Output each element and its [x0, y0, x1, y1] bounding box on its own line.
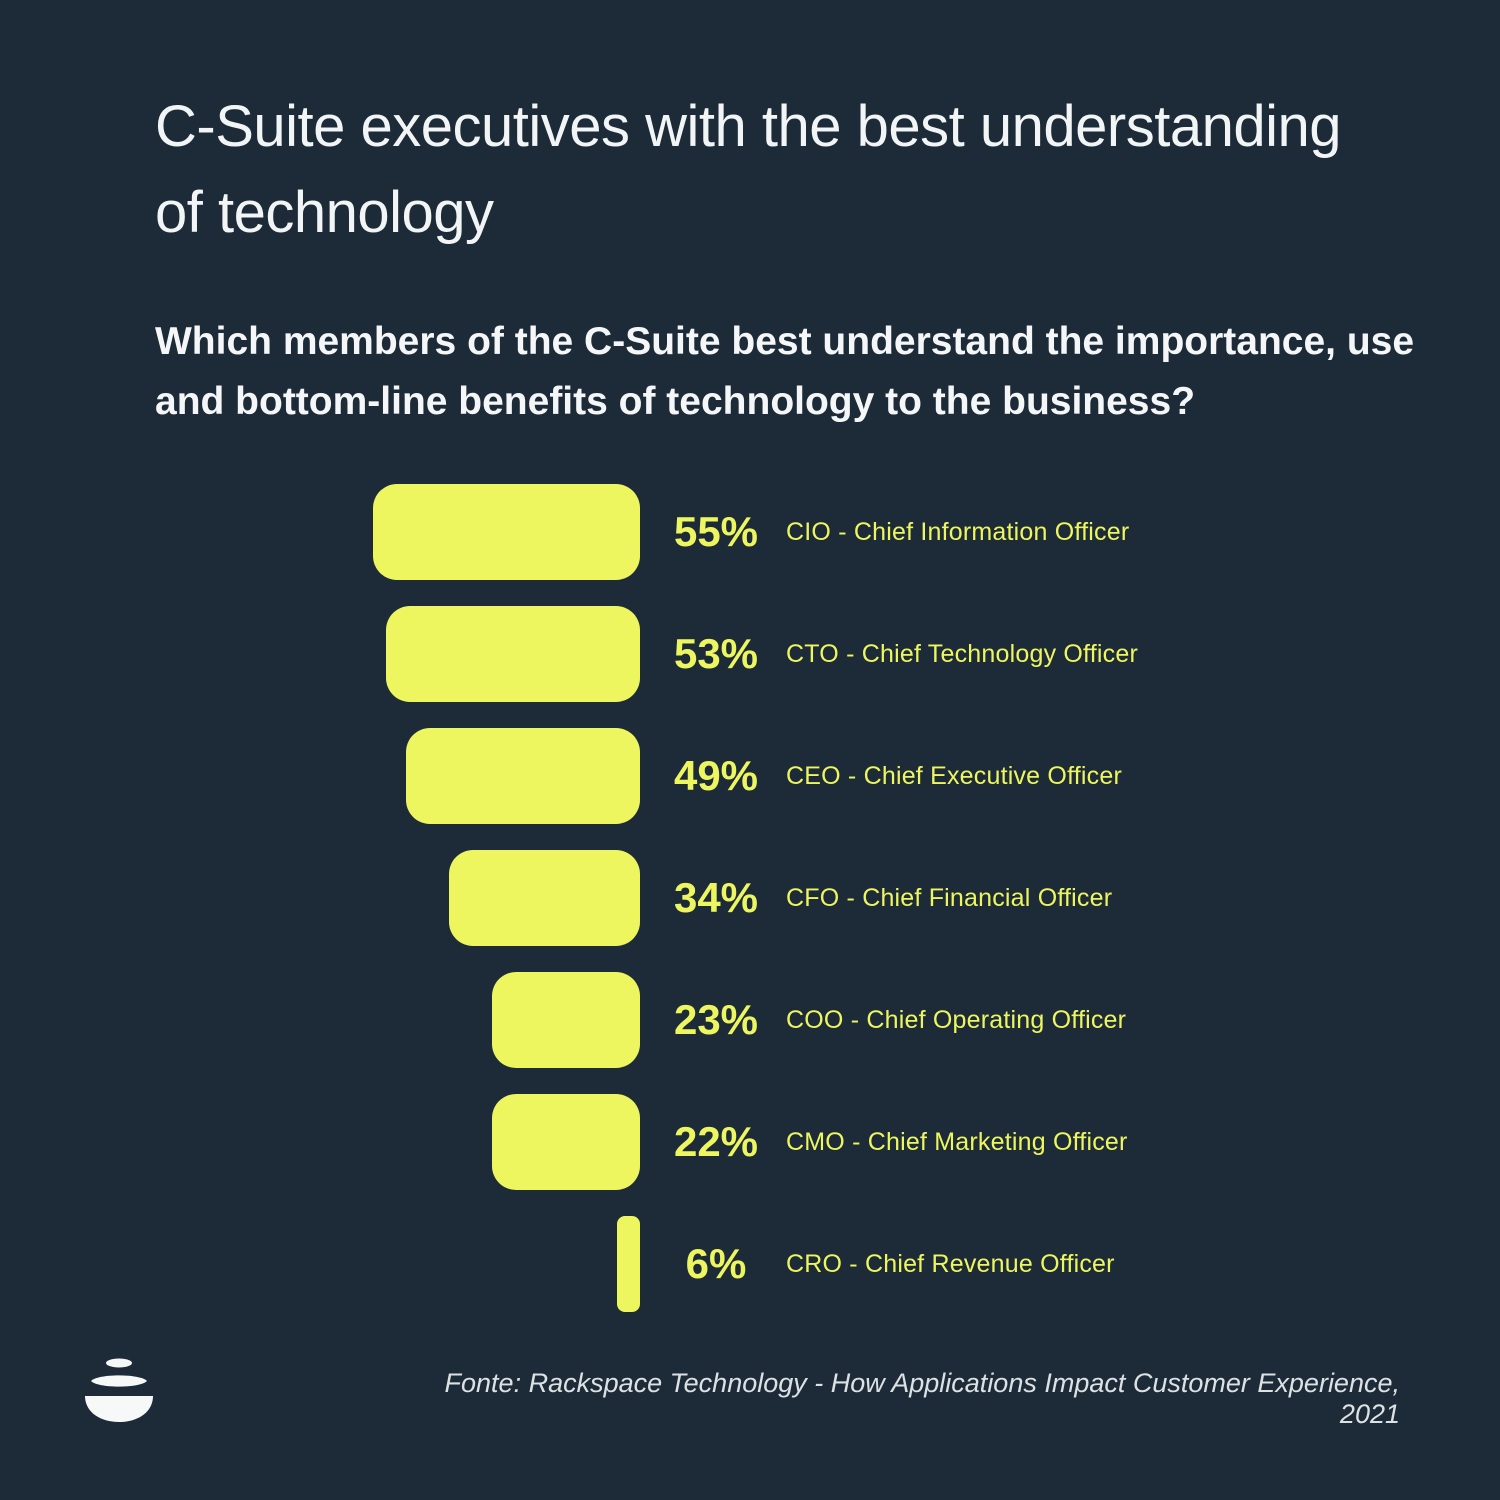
chart-row-5: 23% COO - Chief Operating Officer	[0, 972, 1500, 1068]
stacked-stones-logo	[85, 1358, 153, 1422]
bar-label: CTO - Chief Technology Officer	[786, 639, 1138, 668]
bar-label: COO - Chief Operating Officer	[786, 1005, 1127, 1034]
bar	[492, 972, 640, 1068]
page-title-line-2: of technology	[155, 180, 494, 245]
chart-question-line-2: and bottom-line benefits of technology t…	[155, 380, 1196, 423]
chart-row-7: 6% CRO - Chief Revenue Officer	[0, 1216, 1500, 1312]
logo-top-stone	[106, 1358, 132, 1368]
bar	[492, 1094, 640, 1190]
page-title: C-Suite executives with the best underst…	[155, 84, 1342, 256]
chart-row-1: 55% CIO - Chief Information Officer	[0, 484, 1500, 580]
bar-value: 49%	[673, 752, 759, 799]
page-title-line-1: C-Suite executives with the best underst…	[155, 94, 1342, 159]
chart-question: Which members of the C-Suite best unders…	[155, 312, 1414, 432]
bar-label: CFO - Chief Financial Officer	[786, 883, 1113, 912]
bar-value: 34%	[673, 874, 759, 921]
logo-middle-stone	[91, 1375, 147, 1387]
bar-value: 23%	[673, 996, 759, 1043]
logo-bottom-stone	[85, 1396, 153, 1422]
bar	[386, 606, 640, 702]
source-attribution: Fonte: Rackspace Technology - How Applic…	[444, 1368, 1400, 1429]
chart-row-4: 34% CFO - Chief Financial Officer	[0, 850, 1500, 946]
bar-label: CMO - Chief Marketing Officer	[786, 1127, 1128, 1156]
bar-value: 53%	[673, 630, 759, 677]
bar	[406, 728, 640, 824]
bar-value: 55%	[673, 508, 759, 555]
bar	[449, 850, 640, 946]
chart-question-line-1: Which members of the C-Suite best unders…	[155, 320, 1415, 363]
bar-label: CIO - Chief Information Officer	[786, 517, 1130, 546]
chart-row-3: 49% CEO - Chief Executive Officer	[0, 728, 1500, 824]
chart-row-2: 53% CTO - Chief Technology Officer	[0, 606, 1500, 702]
bar-value: 6%	[685, 1240, 747, 1287]
bar-value: 22%	[673, 1118, 759, 1165]
chart-row-6: 22% CMO - Chief Marketing Officer	[0, 1094, 1500, 1190]
bar	[617, 1216, 640, 1312]
bar	[373, 484, 640, 580]
bar-label: CRO - Chief Revenue Officer	[786, 1249, 1115, 1278]
bar-label: CEO - Chief Executive Officer	[786, 761, 1123, 790]
